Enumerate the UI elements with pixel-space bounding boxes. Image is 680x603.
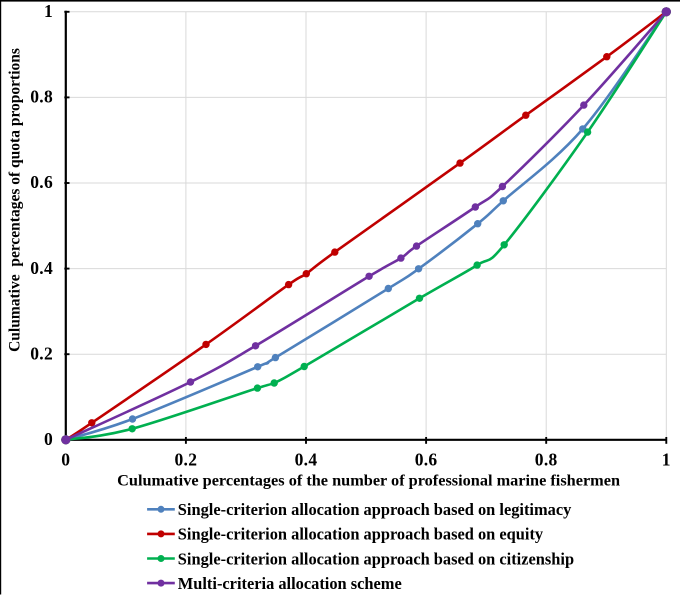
svg-text:0.4: 0.4 [30, 258, 53, 278]
svg-text:0.4: 0.4 [295, 450, 318, 470]
svg-text:0.2: 0.2 [30, 343, 53, 363]
svg-text:0: 0 [44, 429, 53, 449]
svg-text:Single-criterion allocation ap: Single-criterion allocation approach bas… [178, 525, 544, 544]
svg-text:1: 1 [44, 1, 53, 21]
svg-text:0.6: 0.6 [415, 450, 438, 470]
svg-text:Single-criterion allocation ap: Single-criterion allocation approach bas… [178, 500, 572, 519]
svg-text:Culumative percentages of the: Culumative percentages of the number of … [117, 471, 620, 490]
svg-text:Multi-criteria allocation sche: Multi-criteria allocation scheme [178, 574, 402, 593]
svg-text:Single-criterion allocation ap: Single-criterion allocation approach bas… [178, 549, 574, 568]
svg-text:0: 0 [61, 450, 70, 470]
svg-text:Culumative percentages of quo: Culumative percentages of quota proporti… [7, 48, 24, 352]
svg-text:0.2: 0.2 [175, 450, 198, 470]
svg-text:0.8: 0.8 [30, 87, 53, 107]
svg-text:0.6: 0.6 [30, 172, 53, 192]
svg-text:1: 1 [662, 450, 671, 470]
svg-text:0.8: 0.8 [535, 450, 558, 470]
